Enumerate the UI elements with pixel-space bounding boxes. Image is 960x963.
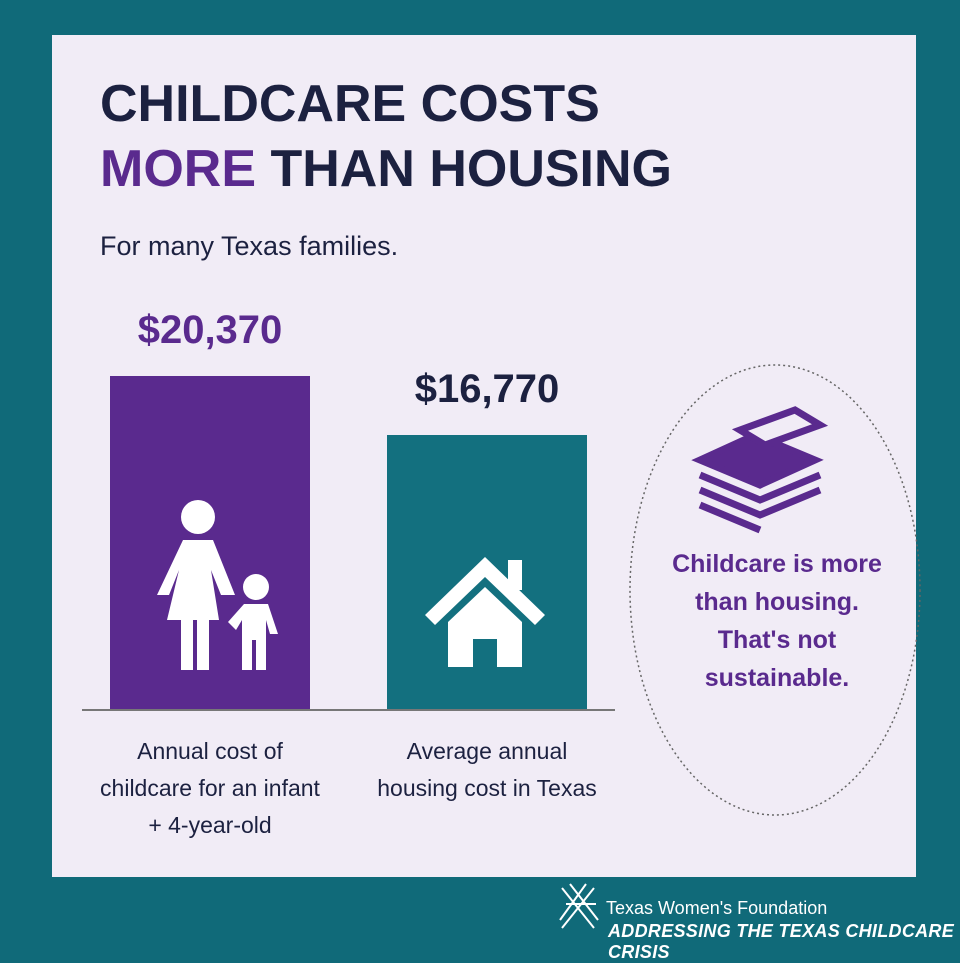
subtitle: For many Texas families. [100,231,399,261]
house-icon [425,557,545,667]
title-line: MORE THAN HOUSING [100,139,672,199]
category-label: Average annual housing cost in Texas [377,738,597,801]
family-icon [157,500,278,670]
logo-icon [559,883,599,929]
callout-ring [629,364,921,816]
footer-org: Texas Women's Foundation [606,898,828,918]
callout-text: Childcare is more than housing. That's n… [672,550,882,692]
title-line: CHILDCARE COSTS [100,74,600,134]
category-label: Annual cost of childcare for an infant +… [100,738,320,838]
money-icon [691,406,829,534]
title-text: CHILDCARE COSTS [100,75,600,133]
title-text: THAN HOUSING [270,140,673,198]
footer-campaign: ADDRESSING THE TEXAS CHILDCARE CRISIS [608,921,955,962]
value-label: $16,770 [414,366,560,411]
value-label: $20,370 [137,307,283,352]
title-highlight: MORE [100,140,256,198]
